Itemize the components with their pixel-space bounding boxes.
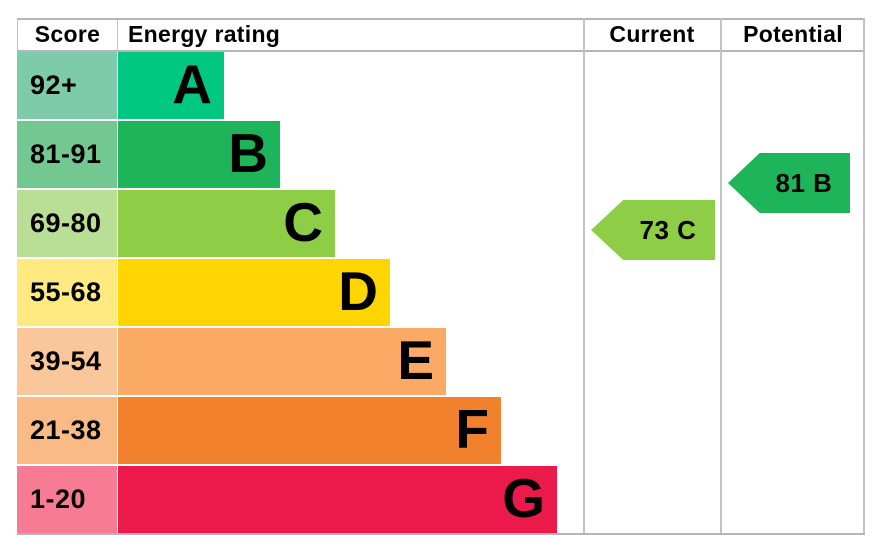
band-bar-f: F xyxy=(118,397,501,464)
header-score: Score xyxy=(17,20,118,50)
divider-current-potential xyxy=(720,18,722,535)
header-energy-rating: Energy rating xyxy=(128,21,281,47)
band-letter-d: D xyxy=(338,260,378,322)
score-range-d: 55-68 xyxy=(17,259,117,326)
score-range-g: 1-20 xyxy=(17,466,117,533)
band-letter-a: A xyxy=(172,53,212,115)
band-letter-g: G xyxy=(502,467,545,529)
band-bar-e: E xyxy=(118,328,446,395)
band-bar-c: C xyxy=(118,190,335,257)
score-range-a: 92+ xyxy=(17,52,117,119)
band-letter-f: F xyxy=(455,398,489,460)
potential-rating-label: 81 B xyxy=(775,168,833,198)
score-range-b: 81-91 xyxy=(17,121,117,188)
band-letter-c: C xyxy=(283,191,323,253)
chart-header-row: Score Energy rating Current Potential xyxy=(17,18,865,52)
table-bottom-border xyxy=(17,533,865,535)
header-current: Current xyxy=(609,21,695,47)
header-potential: Potential xyxy=(743,21,843,47)
current-rating-arrow: 73 C xyxy=(591,200,715,260)
band-bar-g: G xyxy=(118,466,557,533)
band-bar-a: A xyxy=(118,52,224,119)
score-range-c: 69-80 xyxy=(17,190,117,257)
band-letter-b: B xyxy=(228,122,268,184)
band-bar-d: D xyxy=(118,259,390,326)
potential-rating-arrow: 81 B xyxy=(728,153,850,213)
current-rating-label: 73 C xyxy=(639,215,697,245)
score-range-e: 39-54 xyxy=(17,328,117,395)
band-letter-e: E xyxy=(397,329,434,391)
score-range-f: 21-38 xyxy=(17,397,117,464)
divider-rating-current xyxy=(583,18,585,535)
divider-right-edge xyxy=(863,18,865,535)
band-bar-b: B xyxy=(118,121,280,188)
